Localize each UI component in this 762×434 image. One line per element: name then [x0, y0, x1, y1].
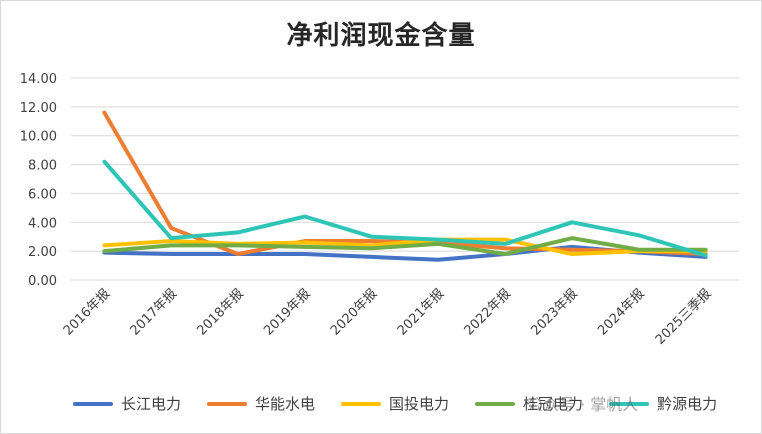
- legend-swatch: [207, 401, 248, 406]
- legend-swatch: [609, 401, 650, 406]
- x-tick-label: 2021年报: [395, 286, 447, 338]
- legend-swatch: [73, 401, 113, 406]
- legend-swatch: [341, 401, 382, 406]
- legend-label: 黔源电力: [657, 395, 718, 413]
- watermark: 公众号 · 掌帆人: [527, 395, 639, 414]
- legend-label: 华能水电: [255, 395, 316, 413]
- y-tick-label: 0.00: [28, 274, 57, 289]
- y-tick-label: 6.00: [28, 187, 57, 202]
- legend-item: 黔源电力: [609, 393, 717, 414]
- legend-item: 长江电力: [73, 393, 181, 414]
- x-tick-label: 2023年报: [528, 286, 580, 338]
- legend-label: 桂冠电力: [523, 395, 584, 413]
- x-tick-label: 2024年报: [595, 286, 647, 338]
- legend-item: 国投电力: [341, 393, 449, 414]
- series-line-2: [102, 237, 708, 257]
- x-tick-label: 2016年报: [61, 286, 113, 338]
- y-tick-label: 8.00: [28, 159, 57, 174]
- y-tick-label: 4.00: [28, 216, 57, 231]
- x-tick-label: 2022年报: [462, 286, 514, 338]
- y-tick-label: 12.00: [20, 101, 57, 116]
- x-tick-label: 2019年报: [261, 286, 313, 338]
- x-tick-label: 2025三季报: [653, 286, 715, 348]
- y-tick-label: 14.00: [20, 72, 57, 87]
- legend-swatch: [475, 401, 516, 406]
- series-line-1: [102, 110, 708, 257]
- series-line-4: [102, 159, 708, 258]
- x-tick-label: 2017年报: [128, 286, 180, 338]
- y-axis-ticks: 0.00 2.00 4.00 6.00 8.00 10.00 12.00 14.00: [20, 72, 57, 289]
- legend-item: 华能水电: [207, 393, 315, 414]
- legend-item: 桂冠电力: [475, 393, 583, 414]
- series-lines: [102, 110, 708, 262]
- y-tick-label: 2.00: [28, 245, 57, 260]
- gridlines: [71, 77, 739, 281]
- y-tick-label: 10.00: [20, 130, 57, 145]
- legend-label: 国投电力: [389, 395, 450, 413]
- x-axis-ticks: 2016年报 2017年报 2018年报 2019年报 2020年报 2021年报 2022…: [61, 286, 715, 348]
- legend: 长江电力 华能水电 国投电力 桂冠电力 黔源电力: [73, 393, 753, 414]
- series-line-3: [102, 236, 708, 257]
- legend-label: 长江电力: [121, 395, 182, 413]
- x-tick-label: 2018年报: [194, 286, 246, 338]
- x-tick-label: 2020年报: [328, 286, 380, 338]
- chart-title: 净利润现金含量: [286, 21, 476, 51]
